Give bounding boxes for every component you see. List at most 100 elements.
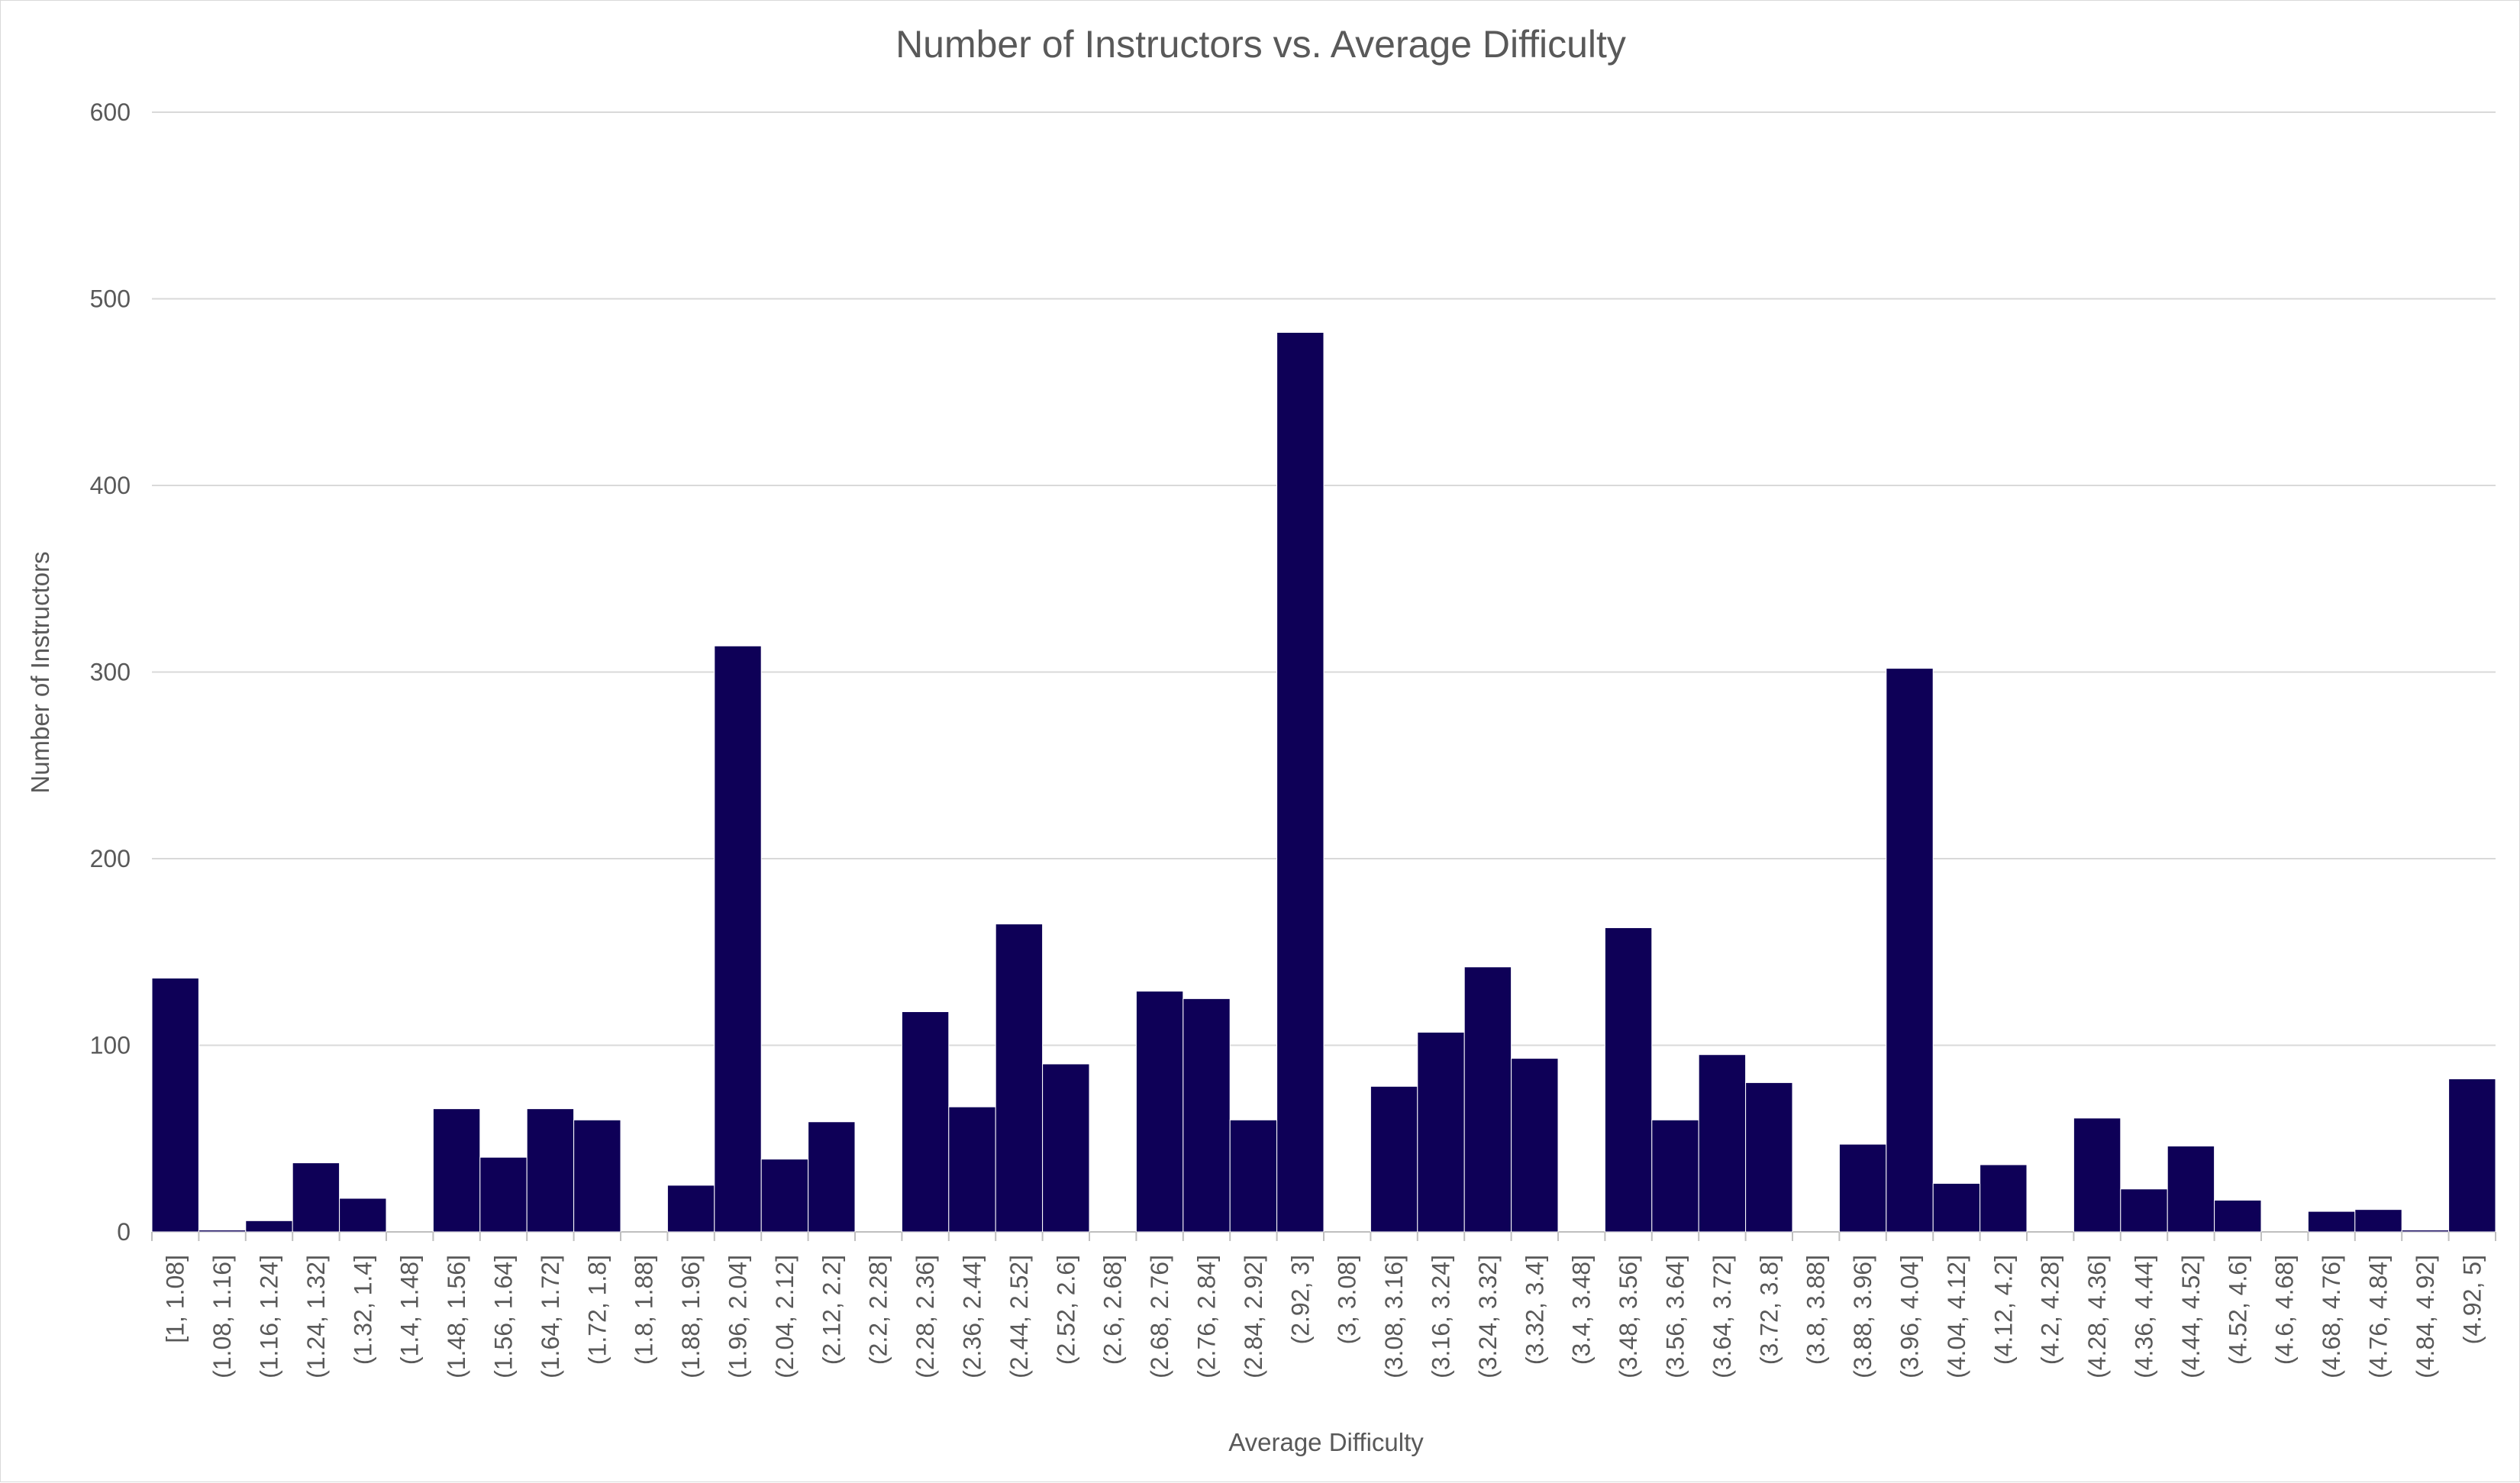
x-tick-label: (3.24, 3.32] [1474, 1255, 1502, 1378]
x-tick-label: (2.12, 2.2] [818, 1255, 845, 1365]
x-tick-label: (1.08, 1.16] [208, 1255, 236, 1378]
bar [1229, 1119, 1278, 1233]
x-tick-label: (3.96, 4.04] [1896, 1255, 1924, 1378]
x-tick-label: (3.32, 3.4] [1521, 1255, 1548, 1365]
x-tick-label: (1.16, 1.24] [256, 1255, 283, 1378]
x-tick-label: (2.04, 2.12] [771, 1255, 799, 1378]
bar [1980, 1164, 2028, 1233]
bar [808, 1121, 856, 1233]
x-tick-label: (4.52, 4.6] [2224, 1255, 2251, 1365]
bar [948, 1106, 996, 1233]
bar [1604, 927, 1653, 1233]
x-tick-label: (1.24, 1.32] [302, 1255, 330, 1378]
x-axis-label: Average Difficulty [1228, 1428, 1424, 1456]
x-tick-label: (2.28, 2.36] [912, 1255, 939, 1378]
y-tick-label: 500 [90, 285, 131, 313]
bar [526, 1108, 575, 1233]
x-tick-label: (4.84, 4.92] [2412, 1255, 2439, 1378]
x-tick-label: (3.56, 3.64] [1662, 1255, 1689, 1378]
bar [245, 1220, 293, 1233]
bar [2307, 1211, 2356, 1233]
bar [1135, 991, 1184, 1233]
bar [151, 977, 199, 1233]
bar [1651, 1119, 1699, 1233]
bar [2073, 1117, 2122, 1233]
bar [1042, 1063, 1090, 1233]
x-tick-label: (3.88, 3.96] [1849, 1255, 1876, 1378]
bar [292, 1162, 340, 1233]
bar [901, 1011, 950, 1233]
bar [2167, 1146, 2215, 1233]
x-tick-label: (3.8, 3.88] [1802, 1255, 1830, 1365]
bar [2354, 1209, 2402, 1233]
y-tick-label: 200 [90, 845, 131, 872]
bar [1183, 998, 1231, 1233]
bar [666, 1185, 715, 1233]
x-tick-label: (1.88, 1.96] [677, 1255, 705, 1378]
x-tick-label: (1.96, 2.04] [724, 1255, 752, 1378]
x-tick-label: (4.2, 4.28] [2037, 1255, 2064, 1365]
bar [2401, 1230, 2450, 1233]
bar [339, 1198, 387, 1233]
bar [760, 1159, 809, 1233]
x-tick-label: (1.8, 1.88] [631, 1255, 658, 1365]
bar [1698, 1054, 1747, 1233]
bar [1370, 1085, 1418, 1233]
x-tick-label: (2.52, 2.6] [1052, 1255, 1079, 1365]
x-tick-label: (2.84, 2.92] [1240, 1255, 1267, 1378]
x-tick-label: (2.44, 2.52] [1005, 1255, 1033, 1378]
x-tick-label: (3.72, 3.8] [1755, 1255, 1783, 1365]
bar [714, 645, 762, 1233]
x-tick-label: (4.12, 4.2] [1989, 1255, 2017, 1365]
bar [1417, 1031, 1465, 1233]
bar [1276, 332, 1325, 1233]
x-tick-label: (4.28, 4.36] [2083, 1255, 2111, 1378]
bar [1838, 1143, 1887, 1233]
x-tick-label: (3.08, 3.16] [1380, 1255, 1408, 1378]
x-tick-label: (4.92, 5] [2458, 1255, 2486, 1344]
bar [1745, 1082, 1793, 1233]
x-tick-label: (1.4, 1.48] [396, 1255, 424, 1365]
x-tick-label: (4.36, 4.44] [2131, 1255, 2158, 1378]
bar [198, 1230, 247, 1233]
x-tick-label: [1, 1.08] [162, 1255, 189, 1343]
bar [2120, 1188, 2168, 1233]
x-tick-label: (3.16, 3.24] [1428, 1255, 1455, 1378]
x-tick-label: (1.72, 1.8] [583, 1255, 611, 1365]
x-tick-label: (4.44, 4.52] [2177, 1255, 2205, 1378]
x-tick-label: (4.68, 4.76] [2318, 1255, 2345, 1378]
y-tick-label: 400 [90, 472, 131, 499]
x-tick-label: (4.76, 4.84] [2365, 1255, 2393, 1378]
x-tick-label: (1.48, 1.56] [443, 1255, 470, 1378]
y-tick-label: 0 [117, 1218, 131, 1246]
x-tick-label: (1.64, 1.72] [537, 1255, 564, 1378]
x-tick-label: (3.48, 3.56] [1615, 1255, 1642, 1378]
bar [995, 924, 1044, 1233]
x-tick-label: (2.76, 2.84] [1193, 1255, 1221, 1378]
bar [2214, 1199, 2262, 1233]
bar [573, 1119, 621, 1233]
x-tick-label: (2.68, 2.76] [1146, 1255, 1173, 1378]
x-tick-label: (1.32, 1.4] [349, 1255, 376, 1365]
bar [1932, 1182, 1981, 1233]
x-tick-label: (2.36, 2.44] [959, 1255, 986, 1378]
x-tick-label: (2.92, 3] [1286, 1255, 1314, 1344]
x-tick-label: (3.64, 3.72] [1709, 1255, 1736, 1378]
y-tick-label: 300 [90, 659, 131, 686]
bar [1886, 668, 1934, 1233]
x-tick-label: (4.04, 4.12] [1943, 1255, 1970, 1378]
bar [2448, 1078, 2496, 1233]
bar [1463, 966, 1512, 1233]
x-tick-label: (1.56, 1.64] [490, 1255, 518, 1378]
chart-title: Number of Instructors vs. Average Diffic… [895, 23, 1626, 66]
y-tick-label: 100 [90, 1032, 131, 1059]
y-tick-label: 600 [90, 98, 131, 126]
x-tick-label: (3, 3.08] [1334, 1255, 1361, 1344]
bar [1511, 1058, 1559, 1233]
x-tick-label: (4.6, 4.68] [2271, 1255, 2299, 1365]
x-tick-label: (2.6, 2.68] [1099, 1255, 1127, 1365]
bar [432, 1108, 481, 1233]
x-tick-label: (3.4, 3.48] [1568, 1255, 1596, 1365]
